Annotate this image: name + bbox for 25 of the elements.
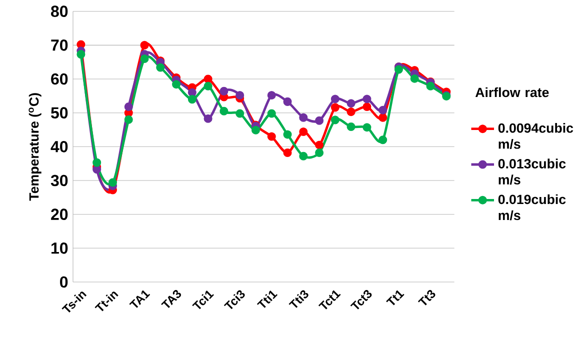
x-tick-label: Tci3 <box>224 290 245 310</box>
y-axis-title: Temperature ($^{o}$C) <box>28 93 42 201</box>
y-tick-label: 30 <box>50 174 68 186</box>
x-tick-label: TA1 <box>129 290 150 308</box>
x-tick-label: Tci1 <box>192 290 214 310</box>
y-tick-label: 80 <box>50 6 68 17</box>
legend-label: 0.019cubic m/s <box>498 194 566 220</box>
y-tick-label: 10 <box>52 242 68 254</box>
y-tick-label: 70 <box>51 40 68 51</box>
x-tick-label: Tct1 <box>318 290 341 310</box>
x-tick-label: Tti1 <box>256 290 278 308</box>
legend-label: 0.013cubic m/s <box>498 158 566 185</box>
x-tick-label: Tt1 <box>386 290 404 306</box>
x-tick-label: Tti3 <box>288 290 308 308</box>
y-tick-label: 20 <box>51 208 68 220</box>
y-tick-label: 60 <box>51 73 68 85</box>
y-tick-label: 50 <box>50 107 68 118</box>
x-tick-label: TA3 <box>161 290 182 308</box>
x-tick-label: Tt-in <box>94 292 118 312</box>
x-tick-label: Tct3 <box>350 290 372 310</box>
legend-title: Airflow rate <box>475 87 549 98</box>
x-tick-label: Tt3 <box>418 290 436 306</box>
y-tick-label: 0 <box>60 276 68 288</box>
legend-label: 0.0094cubic m/s <box>498 123 574 149</box>
y-tick-label: 40 <box>50 141 68 152</box>
